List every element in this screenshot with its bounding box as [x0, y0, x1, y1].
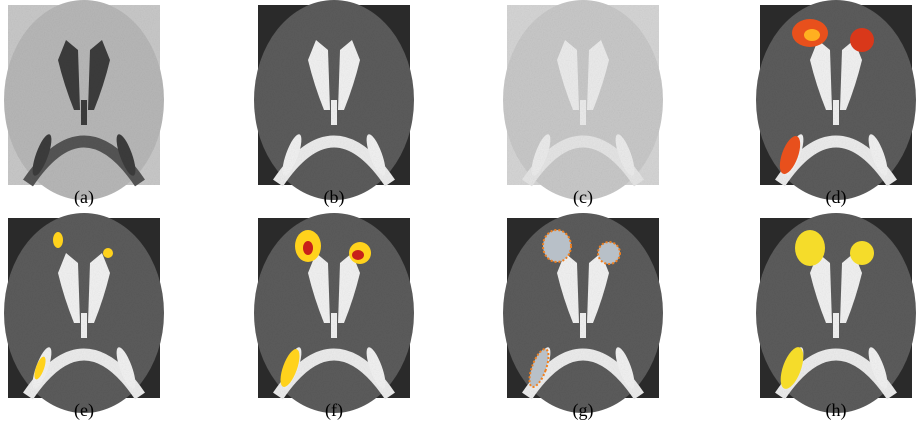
- overlay: [795, 230, 825, 266]
- image-base: [503, 0, 663, 200]
- brain-image: [254, 0, 414, 200]
- ventricle: [833, 313, 839, 338]
- overlay: [804, 29, 820, 41]
- overlay: [598, 242, 620, 264]
- image-base: [4, 0, 164, 200]
- image-base: [503, 213, 663, 413]
- figure: (a) (b) (c) (d) (e) (f) (g) (h): [0, 0, 920, 428]
- ventricle: [331, 100, 337, 125]
- ventricle: [331, 313, 337, 338]
- brain-image: [254, 213, 414, 413]
- image-base: [756, 0, 916, 200]
- ventricle: [81, 313, 87, 338]
- panel-label: (h): [826, 400, 847, 421]
- ventricle: [580, 100, 586, 125]
- panel-label: (g): [573, 400, 594, 421]
- image-base: [4, 213, 164, 413]
- panel-label: (a): [74, 187, 94, 208]
- panel-label: (b): [324, 187, 345, 208]
- panel-label: (f): [325, 400, 343, 421]
- ventricle: [580, 313, 586, 338]
- image-base: [756, 213, 916, 413]
- image-base: [254, 213, 414, 413]
- brain-image: [756, 213, 916, 413]
- brain-image: [4, 213, 164, 413]
- ventricle: [833, 100, 839, 125]
- brain-image: [503, 213, 663, 413]
- overlay: [850, 241, 874, 265]
- overlay: [543, 230, 571, 262]
- brain-image: [4, 0, 164, 200]
- brain-image: [503, 0, 663, 200]
- overlay: [103, 248, 113, 258]
- panel-label: (e): [74, 400, 94, 421]
- overlay: [303, 241, 313, 255]
- overlay: [53, 232, 63, 248]
- brain-image: [756, 0, 916, 200]
- overlay: [850, 28, 874, 52]
- ventricle: [81, 100, 87, 125]
- overlay: [352, 250, 364, 260]
- image-base: [254, 0, 414, 200]
- panel-label: (d): [826, 187, 847, 208]
- panel-label: (c): [573, 187, 593, 208]
